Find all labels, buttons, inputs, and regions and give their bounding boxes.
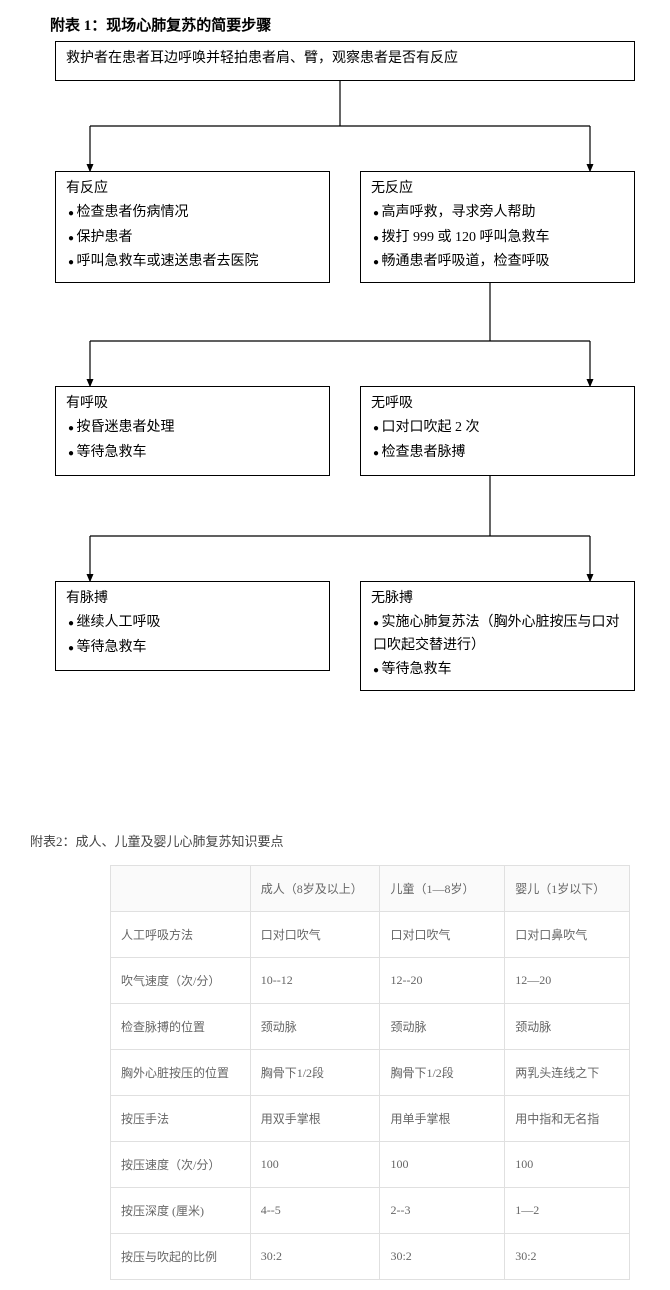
table-cell: 颈动脉	[250, 1004, 380, 1050]
table-cell: 10--12	[250, 958, 380, 1004]
table-cell: 用中指和无名指	[505, 1096, 630, 1142]
bullet-item: 呼叫急救车或速送患者去医院	[68, 251, 319, 273]
table-cell: 吹气速度（次/分）	[111, 958, 251, 1004]
box-header: 有呼吸	[66, 393, 319, 415]
bullet-item: 畅通患者呼吸道，检查呼吸	[373, 251, 624, 273]
bullet-item: 保护患者	[68, 227, 319, 249]
table-cell: 胸骨下1/2段	[380, 1050, 505, 1096]
table-row: 检查脉搏的位置颈动脉颈动脉颈动脉	[111, 1004, 630, 1050]
table-cell: 用单手掌根	[380, 1096, 505, 1142]
box-header: 无呼吸	[371, 393, 624, 415]
table-cell: 颈动脉	[380, 1004, 505, 1050]
flowchart-box-hasBreath: 有呼吸按昏迷患者处理等待急救车	[55, 386, 330, 476]
table-cell: 口对口吹气	[380, 912, 505, 958]
table-cell: 按压深度 (厘米)	[111, 1188, 251, 1234]
box-header: 无反应	[371, 178, 624, 200]
table-cell: 按压手法	[111, 1096, 251, 1142]
table-row: 按压深度 (厘米)4--52--31—2	[111, 1188, 630, 1234]
bullet-item: 等待急救车	[373, 659, 624, 681]
flowchart-box-noResponse: 无反应高声呼救，寻求旁人帮助拨打 999 或 120 呼叫急救车畅通患者呼吸道，…	[360, 171, 635, 283]
bullet-item: 实施心肺复苏法（胸外心脏按压与口对口吹起交替进行）	[373, 612, 624, 657]
bullet-item: 口对口吹起 2 次	[373, 417, 624, 439]
cpr-flowchart: 救护者在患者耳边呼唤并轻拍患者肩、臂，观察患者是否有反应有反应检查患者伤病情况保…	[30, 41, 650, 801]
table-cell: 按压与吹起的比例	[111, 1234, 251, 1280]
flowchart-box-hasPulse: 有脉搏继续人工呼吸等待急救车	[55, 581, 330, 671]
cpr-knowledge-table: 成人（8岁及以上）儿童（1—8岁）婴儿（1岁以下） 人工呼吸方法口对口吹气口对口…	[110, 865, 630, 1280]
table-cell: 30:2	[505, 1234, 630, 1280]
flowchart-box-noPulse: 无脉搏实施心肺复苏法（胸外心脏按压与口对口吹起交替进行）等待急救车	[360, 581, 635, 691]
table-cell: 用双手掌根	[250, 1096, 380, 1142]
flowchart-box-start: 救护者在患者耳边呼唤并轻拍患者肩、臂，观察患者是否有反应	[55, 41, 635, 81]
table-row: 吹气速度（次/分）10--1212--2012—20	[111, 958, 630, 1004]
table-title: 附表2：成人、儿童及婴儿心肺复苏知识要点	[30, 831, 650, 850]
bullet-item: 按昏迷患者处理	[68, 417, 319, 439]
table-row: 按压手法用双手掌根用单手掌根用中指和无名指	[111, 1096, 630, 1142]
box-header: 无脉搏	[371, 588, 624, 610]
table-row: 按压速度（次/分）100100100	[111, 1142, 630, 1188]
table-cell: 100	[505, 1142, 630, 1188]
table-cell: 两乳头连线之下	[505, 1050, 630, 1096]
table-col-header: 儿童（1—8岁）	[380, 866, 505, 912]
bullet-item: 检查患者脉搏	[373, 442, 624, 464]
table-cell: 4--5	[250, 1188, 380, 1234]
table-cell: 2--3	[380, 1188, 505, 1234]
table-cell: 按压速度（次/分）	[111, 1142, 251, 1188]
table-cell: 胸外心脏按压的位置	[111, 1050, 251, 1096]
table-cell: 人工呼吸方法	[111, 912, 251, 958]
table-body: 人工呼吸方法口对口吹气口对口吹气口对口鼻吹气吹气速度（次/分）10--1212-…	[111, 912, 630, 1280]
box-header: 有反应	[66, 178, 319, 200]
table-cell: 1—2	[505, 1188, 630, 1234]
table-header-row: 成人（8岁及以上）儿童（1—8岁）婴儿（1岁以下）	[111, 866, 630, 912]
table-col-header: 成人（8岁及以上）	[250, 866, 380, 912]
table-cell: 12--20	[380, 958, 505, 1004]
table-cell: 口对口鼻吹气	[505, 912, 630, 958]
bullet-item: 等待急救车	[68, 442, 319, 464]
table-row: 人工呼吸方法口对口吹气口对口吹气口对口鼻吹气	[111, 912, 630, 958]
flowchart-box-hasResponse: 有反应检查患者伤病情况保护患者呼叫急救车或速送患者去医院	[55, 171, 330, 283]
bullet-item: 检查患者伤病情况	[68, 202, 319, 224]
flowchart-box-noBreath: 无呼吸口对口吹起 2 次检查患者脉搏	[360, 386, 635, 476]
table-cell: 口对口吹气	[250, 912, 380, 958]
table-cell: 100	[380, 1142, 505, 1188]
bullet-item: 高声呼救，寻求旁人帮助	[373, 202, 624, 224]
table-cell: 100	[250, 1142, 380, 1188]
table-row: 按压与吹起的比例30:230:230:2	[111, 1234, 630, 1280]
table-cell: 颈动脉	[505, 1004, 630, 1050]
bullet-item: 等待急救车	[68, 637, 319, 659]
flowchart-title: 附表 1：现场心肺复苏的简要步骤	[50, 14, 650, 35]
table-row: 胸外心脏按压的位置胸骨下1/2段胸骨下1/2段两乳头连线之下	[111, 1050, 630, 1096]
table-cell: 30:2	[250, 1234, 380, 1280]
table-col-header	[111, 866, 251, 912]
table-cell: 12—20	[505, 958, 630, 1004]
box-header: 有脉搏	[66, 588, 319, 610]
table-col-header: 婴儿（1岁以下）	[505, 866, 630, 912]
bullet-item: 拨打 999 或 120 呼叫急救车	[373, 227, 624, 249]
bullet-item: 继续人工呼吸	[68, 612, 319, 634]
table-cell: 胸骨下1/2段	[250, 1050, 380, 1096]
table-cell: 检查脉搏的位置	[111, 1004, 251, 1050]
table-cell: 30:2	[380, 1234, 505, 1280]
